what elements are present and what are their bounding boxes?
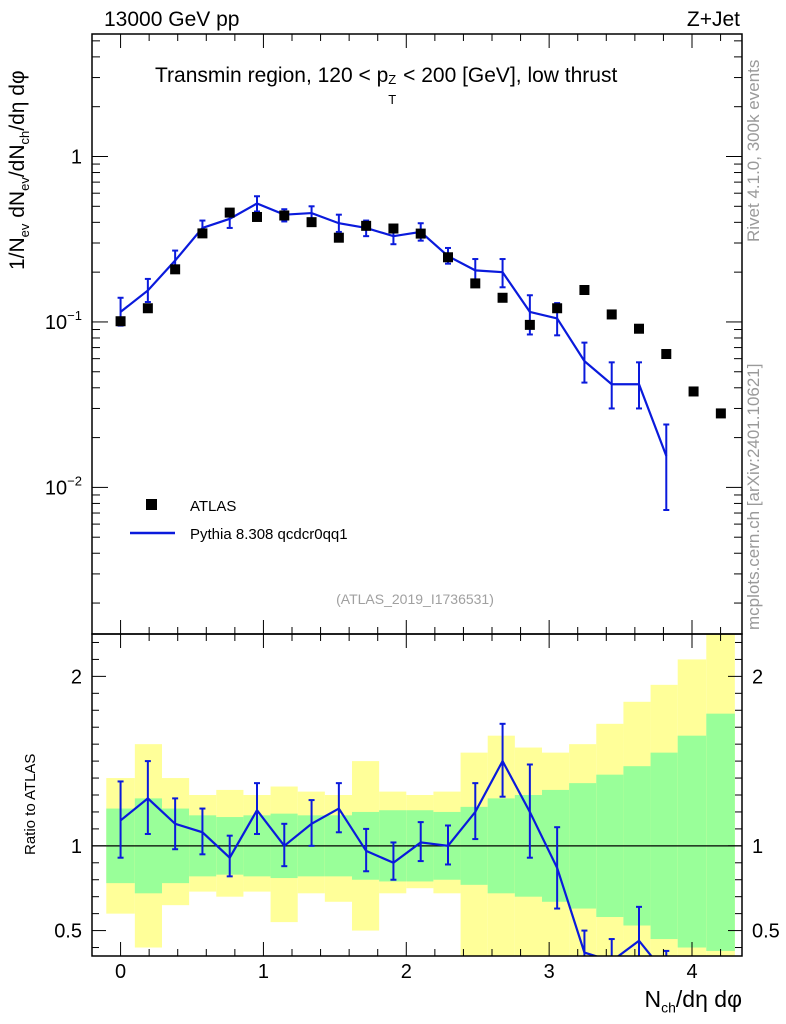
ratio-y-tick-label: 0.5	[54, 921, 82, 943]
data-point	[306, 217, 317, 228]
data-point	[197, 228, 208, 239]
main-y-tick-label: 10−1	[45, 308, 82, 334]
ratio-y-tick-label: 1	[71, 836, 82, 858]
x-tick-label: 0	[115, 961, 126, 983]
data-point	[552, 303, 563, 314]
data-point	[361, 220, 372, 231]
axis-ticks	[91, 34, 742, 956]
legend: ATLAS Pythia 8.308 qcdcr0qq1	[130, 498, 348, 543]
ratio-y-tick-label: 2	[71, 666, 82, 688]
data-point	[115, 316, 126, 327]
axis-tick-labels: 0 1 2 3 4 0.5 0.5 1 1 2 2 10−2 10−1 1	[45, 146, 780, 983]
data-point	[443, 252, 453, 263]
header-left: 13000 GeV pp	[104, 8, 240, 31]
main-series	[115, 195, 726, 512]
legend-data-marker	[146, 499, 157, 510]
x-tick-label: 2	[401, 961, 412, 983]
data-point	[333, 232, 344, 243]
ratio-series	[117, 722, 670, 956]
data-point	[170, 264, 181, 275]
main-y-axis-label: 1/Nev dNev/dNch/dη dφ	[6, 70, 33, 270]
data-point	[388, 223, 399, 234]
data-point	[470, 278, 481, 289]
data-point	[415, 228, 426, 239]
main-frame	[91, 33, 743, 635]
mcplots-label: mcplots.cern.ch [arXiv:2401.10621]	[744, 363, 763, 630]
x-tick-label: 1	[258, 961, 269, 983]
legend-mc-label: Pythia 8.308 qcdcr0qq1	[190, 526, 348, 543]
analysis-label: (ATLAS_2019_I1736531)	[336, 591, 494, 607]
data-point	[224, 207, 235, 218]
legend-data-label: ATLAS	[190, 498, 236, 515]
data-point	[497, 292, 508, 303]
rivet-version-label: Rivet 4.1.0, 300k events	[744, 59, 763, 242]
ratio-y-tick-label: 1	[752, 836, 763, 858]
ratio-band-inner	[706, 713, 735, 951]
data-point	[606, 309, 617, 320]
data-point	[524, 319, 535, 330]
data-point	[142, 303, 153, 314]
ratio-y-tick-label: 2	[752, 666, 763, 688]
x-axis-label: Nch/dη dφ	[644, 986, 743, 1016]
data-point	[688, 386, 699, 397]
data-point	[279, 210, 290, 221]
x-tick-label: 4	[686, 961, 697, 983]
ratio-y-axis-label: Ratio to ATLAS	[22, 753, 39, 855]
main-y-tick-label: 10−2	[45, 473, 82, 499]
header-right: Z+Jet	[686, 8, 740, 31]
main-y-tick-label: 1	[71, 146, 82, 168]
data-point	[634, 323, 644, 334]
data-point	[579, 284, 590, 295]
ratio-y-tick-label: 0.5	[752, 921, 780, 943]
data-point	[715, 408, 726, 419]
ratio-band-inner	[677, 735, 707, 948]
x-tick-label: 3	[544, 961, 555, 983]
data-point	[252, 211, 262, 222]
data-point	[661, 349, 672, 360]
